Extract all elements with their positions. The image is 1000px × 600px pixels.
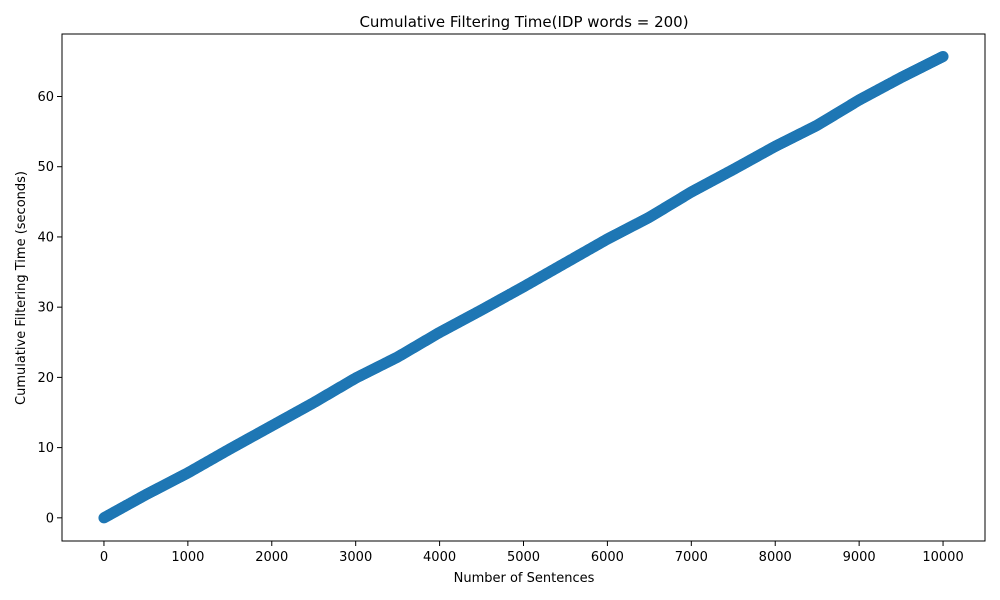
y-axis-label: Cumulative Filtering Time (seconds) — [14, 171, 29, 405]
x-tick-label: 3000 — [339, 550, 372, 565]
y-axis: 0 10 20 30 40 50 60 — [37, 90, 62, 526]
x-tick-label: 4000 — [423, 550, 456, 565]
x-tick-label: 1000 — [171, 550, 204, 565]
x-tick-label: 5000 — [507, 550, 540, 565]
y-tick-label: 10 — [37, 441, 54, 456]
y-tick-label: 50 — [37, 160, 54, 175]
x-tick-label: 7000 — [675, 550, 708, 565]
y-tick-label: 60 — [37, 90, 54, 105]
plot-area — [98, 50, 949, 524]
x-axis: 0 1000 2000 3000 4000 5000 6000 7000 8000 9000 100… — [100, 541, 964, 565]
y-tick-label: 40 — [37, 230, 54, 245]
x-axis-label: Number of Sentences — [454, 571, 595, 586]
x-tick-label: 2000 — [255, 550, 288, 565]
x-tick-label: 8000 — [759, 550, 792, 565]
x-tick-label: 6000 — [591, 550, 624, 565]
x-tick-label: 0 — [100, 550, 108, 565]
x-tick-label: 9000 — [843, 550, 876, 565]
y-tick-label: 30 — [37, 301, 54, 316]
y-tick-label: 0 — [46, 511, 54, 526]
y-tick-label: 20 — [37, 371, 54, 386]
data-point — [937, 50, 949, 62]
x-tick-label: 10000 — [922, 550, 963, 565]
chart-title: Cumulative Filtering Time(IDP words = 20… — [359, 13, 688, 31]
